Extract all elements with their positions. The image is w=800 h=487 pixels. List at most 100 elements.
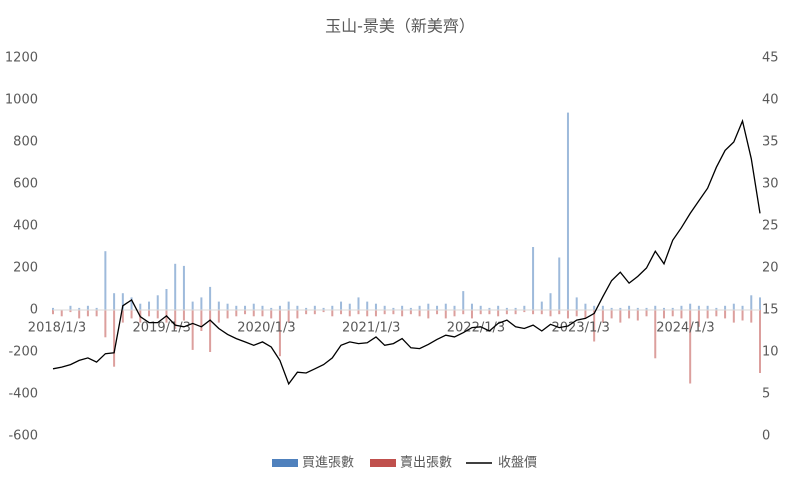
bar (645, 310, 648, 317)
bar (392, 307, 395, 310)
bar (200, 297, 203, 310)
bar (340, 310, 343, 315)
bar (113, 293, 116, 310)
legend-label: 買進張數 (302, 456, 354, 471)
x-tick-label: 2020/1/3 (237, 321, 295, 336)
bar (322, 307, 325, 310)
bar (584, 303, 587, 310)
bar (244, 310, 247, 315)
bar (409, 310, 412, 315)
y-tick-label: 0 (30, 303, 38, 318)
bar (401, 305, 404, 310)
bar (348, 310, 351, 317)
bar (235, 310, 238, 317)
bar (462, 291, 465, 310)
bar (558, 310, 561, 315)
bar (505, 307, 508, 310)
bar (78, 307, 81, 310)
bar (357, 310, 360, 315)
y-tick-label: -400 (8, 387, 38, 402)
bar (470, 310, 473, 319)
bar (488, 310, 491, 315)
bar (540, 301, 543, 310)
bar (287, 310, 290, 323)
bar (584, 310, 587, 319)
bar (750, 295, 753, 310)
bar (610, 307, 613, 310)
bar (366, 310, 369, 317)
bar (750, 310, 753, 323)
bar (645, 307, 648, 310)
y2-tick-label: 45 (762, 51, 779, 66)
bar (462, 310, 465, 315)
bar (523, 310, 526, 313)
bar (575, 310, 578, 317)
bar (130, 297, 133, 310)
bar (575, 297, 578, 310)
bar (121, 310, 124, 323)
bar (697, 305, 700, 310)
bar (69, 305, 72, 310)
bar (383, 310, 386, 315)
bar (261, 310, 264, 317)
y-tick-label: 200 (13, 261, 38, 276)
bar (165, 289, 168, 310)
bar (270, 307, 273, 310)
bar (86, 305, 89, 310)
bar (418, 310, 421, 317)
bar (689, 310, 692, 384)
bar (654, 310, 657, 359)
bar (479, 305, 482, 310)
bar (505, 310, 508, 315)
bar (593, 305, 596, 310)
bar (610, 310, 613, 319)
bar (322, 310, 325, 313)
bar (331, 305, 334, 310)
x-tick-label: 2023/1/3 (552, 321, 610, 336)
bar (130, 310, 133, 319)
y-tick-label: -200 (8, 345, 38, 360)
bar (270, 310, 273, 319)
bar (296, 305, 299, 310)
bar (497, 310, 500, 317)
bar (52, 307, 54, 310)
bar (453, 305, 456, 310)
bar (287, 301, 290, 310)
bar (278, 310, 281, 357)
x-tick-label: 2024/1/3 (656, 321, 714, 336)
bar (741, 310, 744, 321)
y2-tick-label: 40 (762, 93, 779, 108)
bar (409, 307, 412, 310)
bar (78, 310, 81, 319)
bar (235, 305, 238, 310)
bar (689, 303, 692, 310)
bar (724, 305, 727, 310)
bar (549, 293, 552, 310)
bar (305, 310, 308, 315)
bar (628, 310, 631, 319)
bar (313, 305, 316, 310)
bar (226, 310, 229, 319)
bar (252, 310, 255, 317)
bar (217, 301, 220, 310)
bar (340, 301, 343, 310)
bar (139, 303, 142, 310)
bar (357, 297, 360, 310)
legend-label: 賣出張數 (400, 456, 452, 471)
y-tick-label: 600 (13, 177, 38, 192)
bar (156, 310, 159, 319)
bar (86, 310, 89, 317)
bar (401, 310, 404, 317)
x-tick-label: 2018/1/3 (28, 321, 86, 336)
bar (628, 305, 631, 310)
bar (244, 305, 247, 310)
bar (470, 303, 473, 310)
bar (121, 293, 124, 310)
y-tick-label: 800 (13, 135, 38, 150)
bar (732, 310, 735, 323)
x-tick-label: 2019/1/3 (133, 321, 191, 336)
bar (200, 310, 203, 331)
y-tick-label: 1200 (5, 51, 38, 66)
